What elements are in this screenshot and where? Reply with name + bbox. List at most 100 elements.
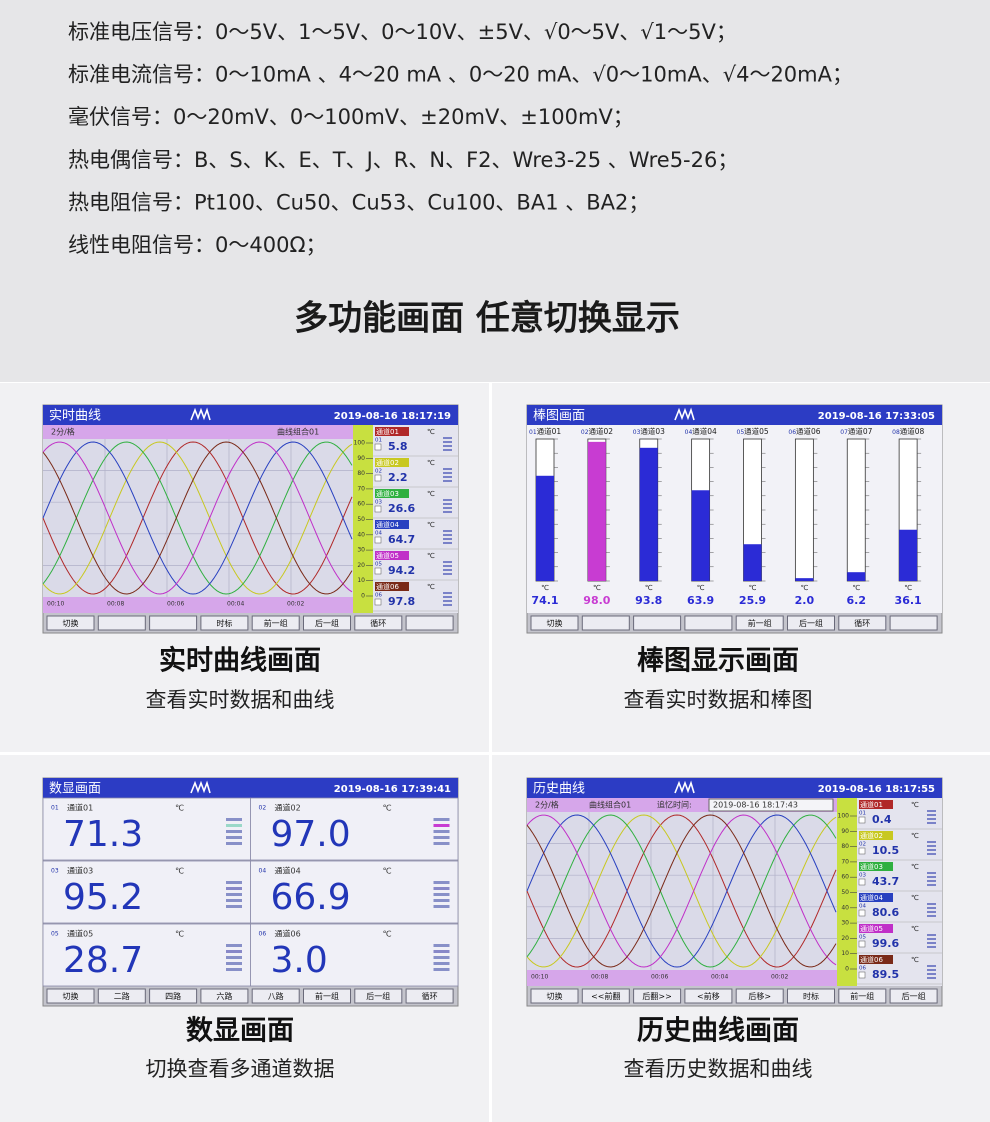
button-label: 循环 xyxy=(854,618,870,628)
channel-name: 通道01 xyxy=(67,803,93,813)
scale-tick-label: 20 xyxy=(357,562,365,569)
bar-unit: ℃ xyxy=(852,584,860,592)
level-icon xyxy=(927,934,936,936)
channel-name: 通道04 xyxy=(692,426,717,436)
curve xyxy=(526,814,837,968)
button-label: 循环 xyxy=(422,991,438,1001)
plot-area xyxy=(43,425,353,613)
level-icon xyxy=(443,503,452,505)
channel-name: 通道02 xyxy=(376,458,399,467)
recall-box xyxy=(708,798,834,812)
bar-value-label: 63.9 xyxy=(687,594,714,607)
channel-name: 通道07 xyxy=(848,426,873,436)
signal-text: 0～10mA 、4～20 mA 、0～20 mA、√0～10mA、√4～20mA… xyxy=(215,63,853,87)
panel-subtitle: 切换查看多通道数据 xyxy=(146,1057,335,1081)
bar xyxy=(587,441,606,581)
plot-bottom-strip xyxy=(43,597,353,613)
group-label: 曲线组合01 xyxy=(589,800,631,810)
channel-value: 94.2 xyxy=(388,564,415,577)
signal-line: 线性电阻信号：0～400Ω； xyxy=(68,233,327,257)
level-icon xyxy=(226,962,242,965)
device-screen: 历史曲线 2019-08-16 18:17:55 切换 <<前翻 后翻>> <前移 后移> 时… xyxy=(526,777,943,1007)
signal-line: 标准电压信号：0～5V、1～5V、0～10V、±5V、√0～5V、√1～5V； xyxy=(68,20,737,44)
level-icon xyxy=(443,542,452,544)
curve xyxy=(526,814,837,968)
level-icon xyxy=(226,944,242,947)
channel-tag xyxy=(375,520,409,529)
level-icon xyxy=(443,592,452,594)
channel-name: 通道03 xyxy=(376,489,399,498)
numeric-cell xyxy=(42,797,251,861)
bar-unit: ℃ xyxy=(541,584,549,592)
time-label: 00:06 xyxy=(651,974,668,981)
channel-column xyxy=(373,425,458,613)
screen-button xyxy=(735,615,784,631)
level-icon xyxy=(927,841,936,843)
channel-tag xyxy=(375,582,409,591)
channel-value: 80.6 xyxy=(872,906,899,919)
panel-subtitle: 查看实时数据和曲线 xyxy=(146,688,335,712)
button-label: 时标 xyxy=(803,991,819,1001)
signal-text: 0～400Ω； xyxy=(215,233,327,257)
channel-value: 71.3 xyxy=(63,814,143,855)
level-icon xyxy=(443,561,452,563)
bar-value-label: 98.0 xyxy=(583,594,610,607)
scale-tick-label: 10 xyxy=(357,577,365,584)
channel-id: 03 xyxy=(375,500,382,506)
level-icon xyxy=(443,600,452,602)
channel-name: 通道08 xyxy=(900,426,925,436)
channel-check xyxy=(858,816,866,824)
level-icon xyxy=(433,956,450,959)
channel-name: 通道01 xyxy=(860,800,883,809)
channel-unit: ℃ xyxy=(175,930,184,939)
button-label: 切换 xyxy=(547,991,563,1001)
level-icon xyxy=(443,441,452,443)
level-icon xyxy=(927,911,936,913)
signal-label: 热电偶信号： xyxy=(68,148,194,172)
curve xyxy=(526,814,837,968)
channel-unit: ℃ xyxy=(383,867,392,876)
screen-button xyxy=(251,615,300,631)
channel-name: 通道05 xyxy=(860,924,883,933)
scale-tick-label: 30 xyxy=(841,920,849,927)
channel-tag xyxy=(375,551,409,560)
screen-title: 历史曲线 xyxy=(533,782,585,797)
bar xyxy=(743,544,762,581)
bar-channel-header: 02通道02 xyxy=(581,426,613,436)
group-label: 曲线组合01 xyxy=(277,427,319,437)
channel-unit: ℃ xyxy=(911,801,919,809)
scale-tick-label: 90 xyxy=(841,828,849,835)
bar xyxy=(847,572,866,581)
logo xyxy=(190,407,211,421)
curve xyxy=(42,441,353,595)
curve xyxy=(42,441,353,595)
channel-unit: ℃ xyxy=(427,490,435,498)
curve xyxy=(42,441,353,595)
screen-button xyxy=(354,988,403,1004)
channel-value: 0.4 xyxy=(872,813,892,826)
button-label: 前一组 xyxy=(264,618,288,628)
channel-tag xyxy=(375,458,409,467)
curve xyxy=(526,814,837,968)
channel-name: 通道05 xyxy=(67,929,93,939)
level-icon xyxy=(443,538,452,540)
bar-value-label: 2.0 xyxy=(795,594,815,607)
logo xyxy=(674,407,695,421)
signal-line: 热电阻信号：Pt100、Cu50、Cu53、Cu100、BA1 、BA2； xyxy=(68,190,649,214)
screen-button xyxy=(735,988,784,1004)
level-icon xyxy=(927,818,936,820)
bar xyxy=(899,529,918,581)
bar-channel-header: 05通道05 xyxy=(737,426,769,436)
channel-unit: ℃ xyxy=(911,956,919,964)
level-icon xyxy=(927,903,936,905)
channel-check xyxy=(374,536,382,544)
channel-tag xyxy=(859,862,893,871)
channel-id: 03 xyxy=(859,873,866,879)
bar-unit: ℃ xyxy=(697,584,705,592)
level-icon xyxy=(433,818,450,821)
button-label: 后翻>> xyxy=(642,991,671,1001)
channel-check xyxy=(374,505,382,513)
recall-label: 追忆时间: xyxy=(657,800,692,810)
scale-strip xyxy=(837,798,857,986)
bar-channel-header: 06通道06 xyxy=(788,426,820,436)
